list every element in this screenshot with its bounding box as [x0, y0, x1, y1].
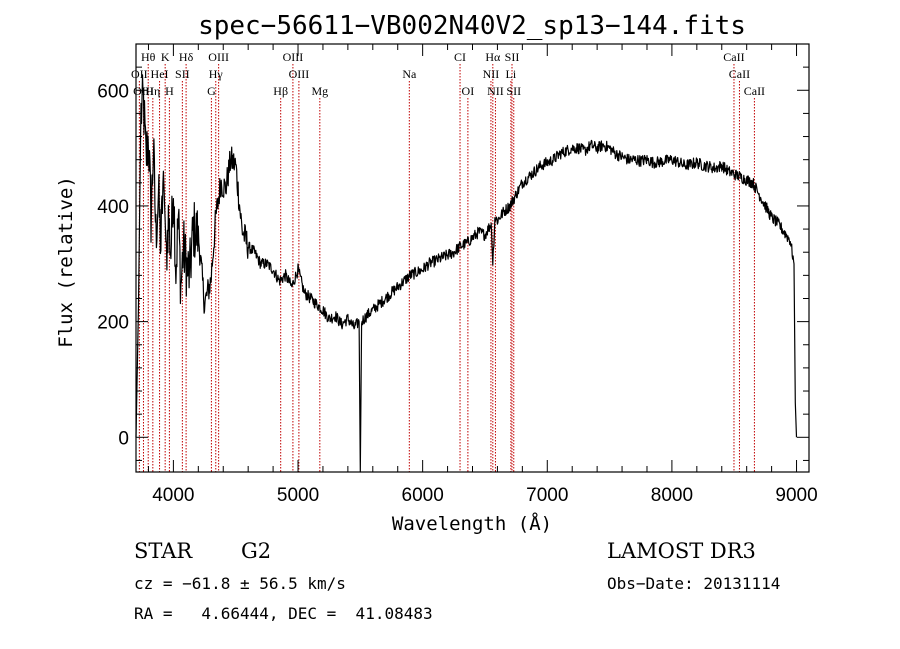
line-label-12: Hγ: [209, 67, 224, 81]
spectrum-line: [135, 74, 798, 473]
plot-frame: [135, 43, 810, 473]
line-label-27: CaII: [744, 84, 765, 98]
line-label-13: OIII: [289, 67, 310, 81]
y-tick-label-1: 200: [97, 313, 129, 334]
line-label-2: Hδ: [179, 50, 194, 64]
line-label-4: OIII: [283, 50, 304, 64]
line-label-24: OI: [462, 84, 475, 98]
line-label-7: SII: [505, 50, 520, 64]
line-label-10: HeI: [151, 67, 169, 81]
object-subclass: G2: [241, 539, 272, 563]
chart-title: spec−56611−VB002N40V2_sp13−144.fits: [198, 11, 746, 41]
x-tick-label-0: 4000: [152, 485, 194, 506]
line-label-22: Hβ: [273, 84, 288, 98]
line-label-17: CaII: [729, 67, 750, 81]
y-tick-label-2: 400: [97, 197, 129, 218]
redshift-velocity: cz = −61.8 ± 56.5 km/s: [134, 574, 346, 593]
line-label-5: CI: [454, 50, 466, 64]
spectrum-layer: [135, 74, 798, 473]
line-label-8: CaII: [723, 50, 744, 64]
line-label-6: Hα: [485, 50, 501, 64]
y-tick-label-0: 0: [118, 428, 129, 449]
line-label-16: Li: [506, 67, 517, 81]
survey-name: LAMOST DR3: [607, 539, 756, 563]
line-label-20: H: [165, 84, 174, 98]
line-label-0: Hθ: [141, 50, 156, 64]
line-label-1: K: [161, 50, 170, 64]
y-axis-label: Flux (relative): [55, 176, 77, 348]
line-label-9: OII: [131, 67, 148, 81]
sky-coordinates: RA = 4.66444, DEC = 41.08483: [134, 604, 433, 623]
line-label-26: SII: [506, 84, 521, 98]
y-tick-label-3: 600: [97, 81, 129, 102]
line-label-11: SII: [175, 67, 190, 81]
line-label-14: Na: [402, 67, 417, 81]
x-tick-label-2: 6000: [402, 485, 444, 506]
observation-date: Obs−Date: 20131114: [607, 574, 781, 593]
spectral-line-markers: [138, 64, 755, 472]
line-label-23: Mg: [311, 84, 328, 98]
line-label-25: NII: [487, 84, 504, 98]
x-tick-label-5: 9000: [775, 485, 817, 506]
x-tick-label-4: 8000: [651, 485, 693, 506]
tick-labels: 4000 5000 6000 7000 8000 9000 0 200 400 600: [97, 81, 817, 506]
x-tick-label-1: 5000: [277, 485, 319, 506]
line-label-3: OIII: [208, 50, 229, 64]
object-class: STAR: [134, 539, 193, 563]
x-tick-label-3: 7000: [526, 485, 568, 506]
line-label-15: NII: [483, 67, 500, 81]
plot-axes: [135, 43, 810, 473]
line-label-21: G: [207, 84, 216, 98]
spectral-line-labels: Hθ K Hδ OIII OIII CI Hα SII CaII OII HeI SII Hγ OIII N…: [131, 50, 765, 98]
line-label-19: Hη: [145, 84, 160, 98]
x-axis-label: Wavelength (Å): [392, 512, 552, 535]
